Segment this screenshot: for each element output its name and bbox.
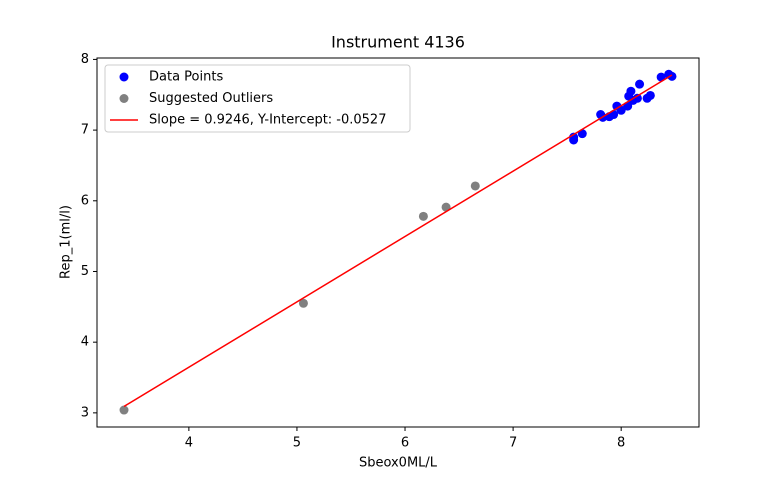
data-point xyxy=(441,202,451,212)
x-tick-label: 7 xyxy=(509,436,517,451)
y-tick-label: 8 xyxy=(81,52,89,67)
x-tick-label: 5 xyxy=(293,436,301,451)
data-point xyxy=(645,90,655,100)
data-point xyxy=(418,211,428,221)
y-tick-label: 4 xyxy=(81,335,89,350)
legend-label: Slope = 0.9246, Y-Intercept: -0.0527 xyxy=(149,113,386,128)
data-point xyxy=(626,86,636,96)
x-tick-label: 8 xyxy=(617,436,625,451)
legend-marker xyxy=(119,94,129,103)
data-point xyxy=(569,135,579,145)
y-tick-label: 5 xyxy=(81,264,89,279)
y-axis-label: Rep_1(ml/l) xyxy=(59,205,74,279)
fit-line xyxy=(123,74,673,408)
y-tick-label: 6 xyxy=(81,193,89,208)
data-point xyxy=(616,105,626,115)
plot-frame xyxy=(96,57,700,428)
legend-box xyxy=(104,64,411,133)
y-tick-label: 7 xyxy=(81,123,89,138)
chart-title: Instrument 4136 xyxy=(331,33,465,52)
legend-label: Data Points xyxy=(149,70,223,85)
data-point xyxy=(298,298,308,308)
data-point xyxy=(632,93,642,103)
x-tick-label: 4 xyxy=(185,436,193,451)
data-point xyxy=(119,405,129,415)
data-point xyxy=(667,71,677,81)
legend-label: Suggested Outliers xyxy=(149,91,273,106)
data-point xyxy=(470,181,480,191)
data-point xyxy=(635,79,645,89)
x-axis-label: Sbeox0ML/L xyxy=(359,456,438,471)
legend-marker xyxy=(119,72,129,82)
x-tick-label: 6 xyxy=(401,436,409,451)
y-tick-label: 3 xyxy=(81,405,89,420)
